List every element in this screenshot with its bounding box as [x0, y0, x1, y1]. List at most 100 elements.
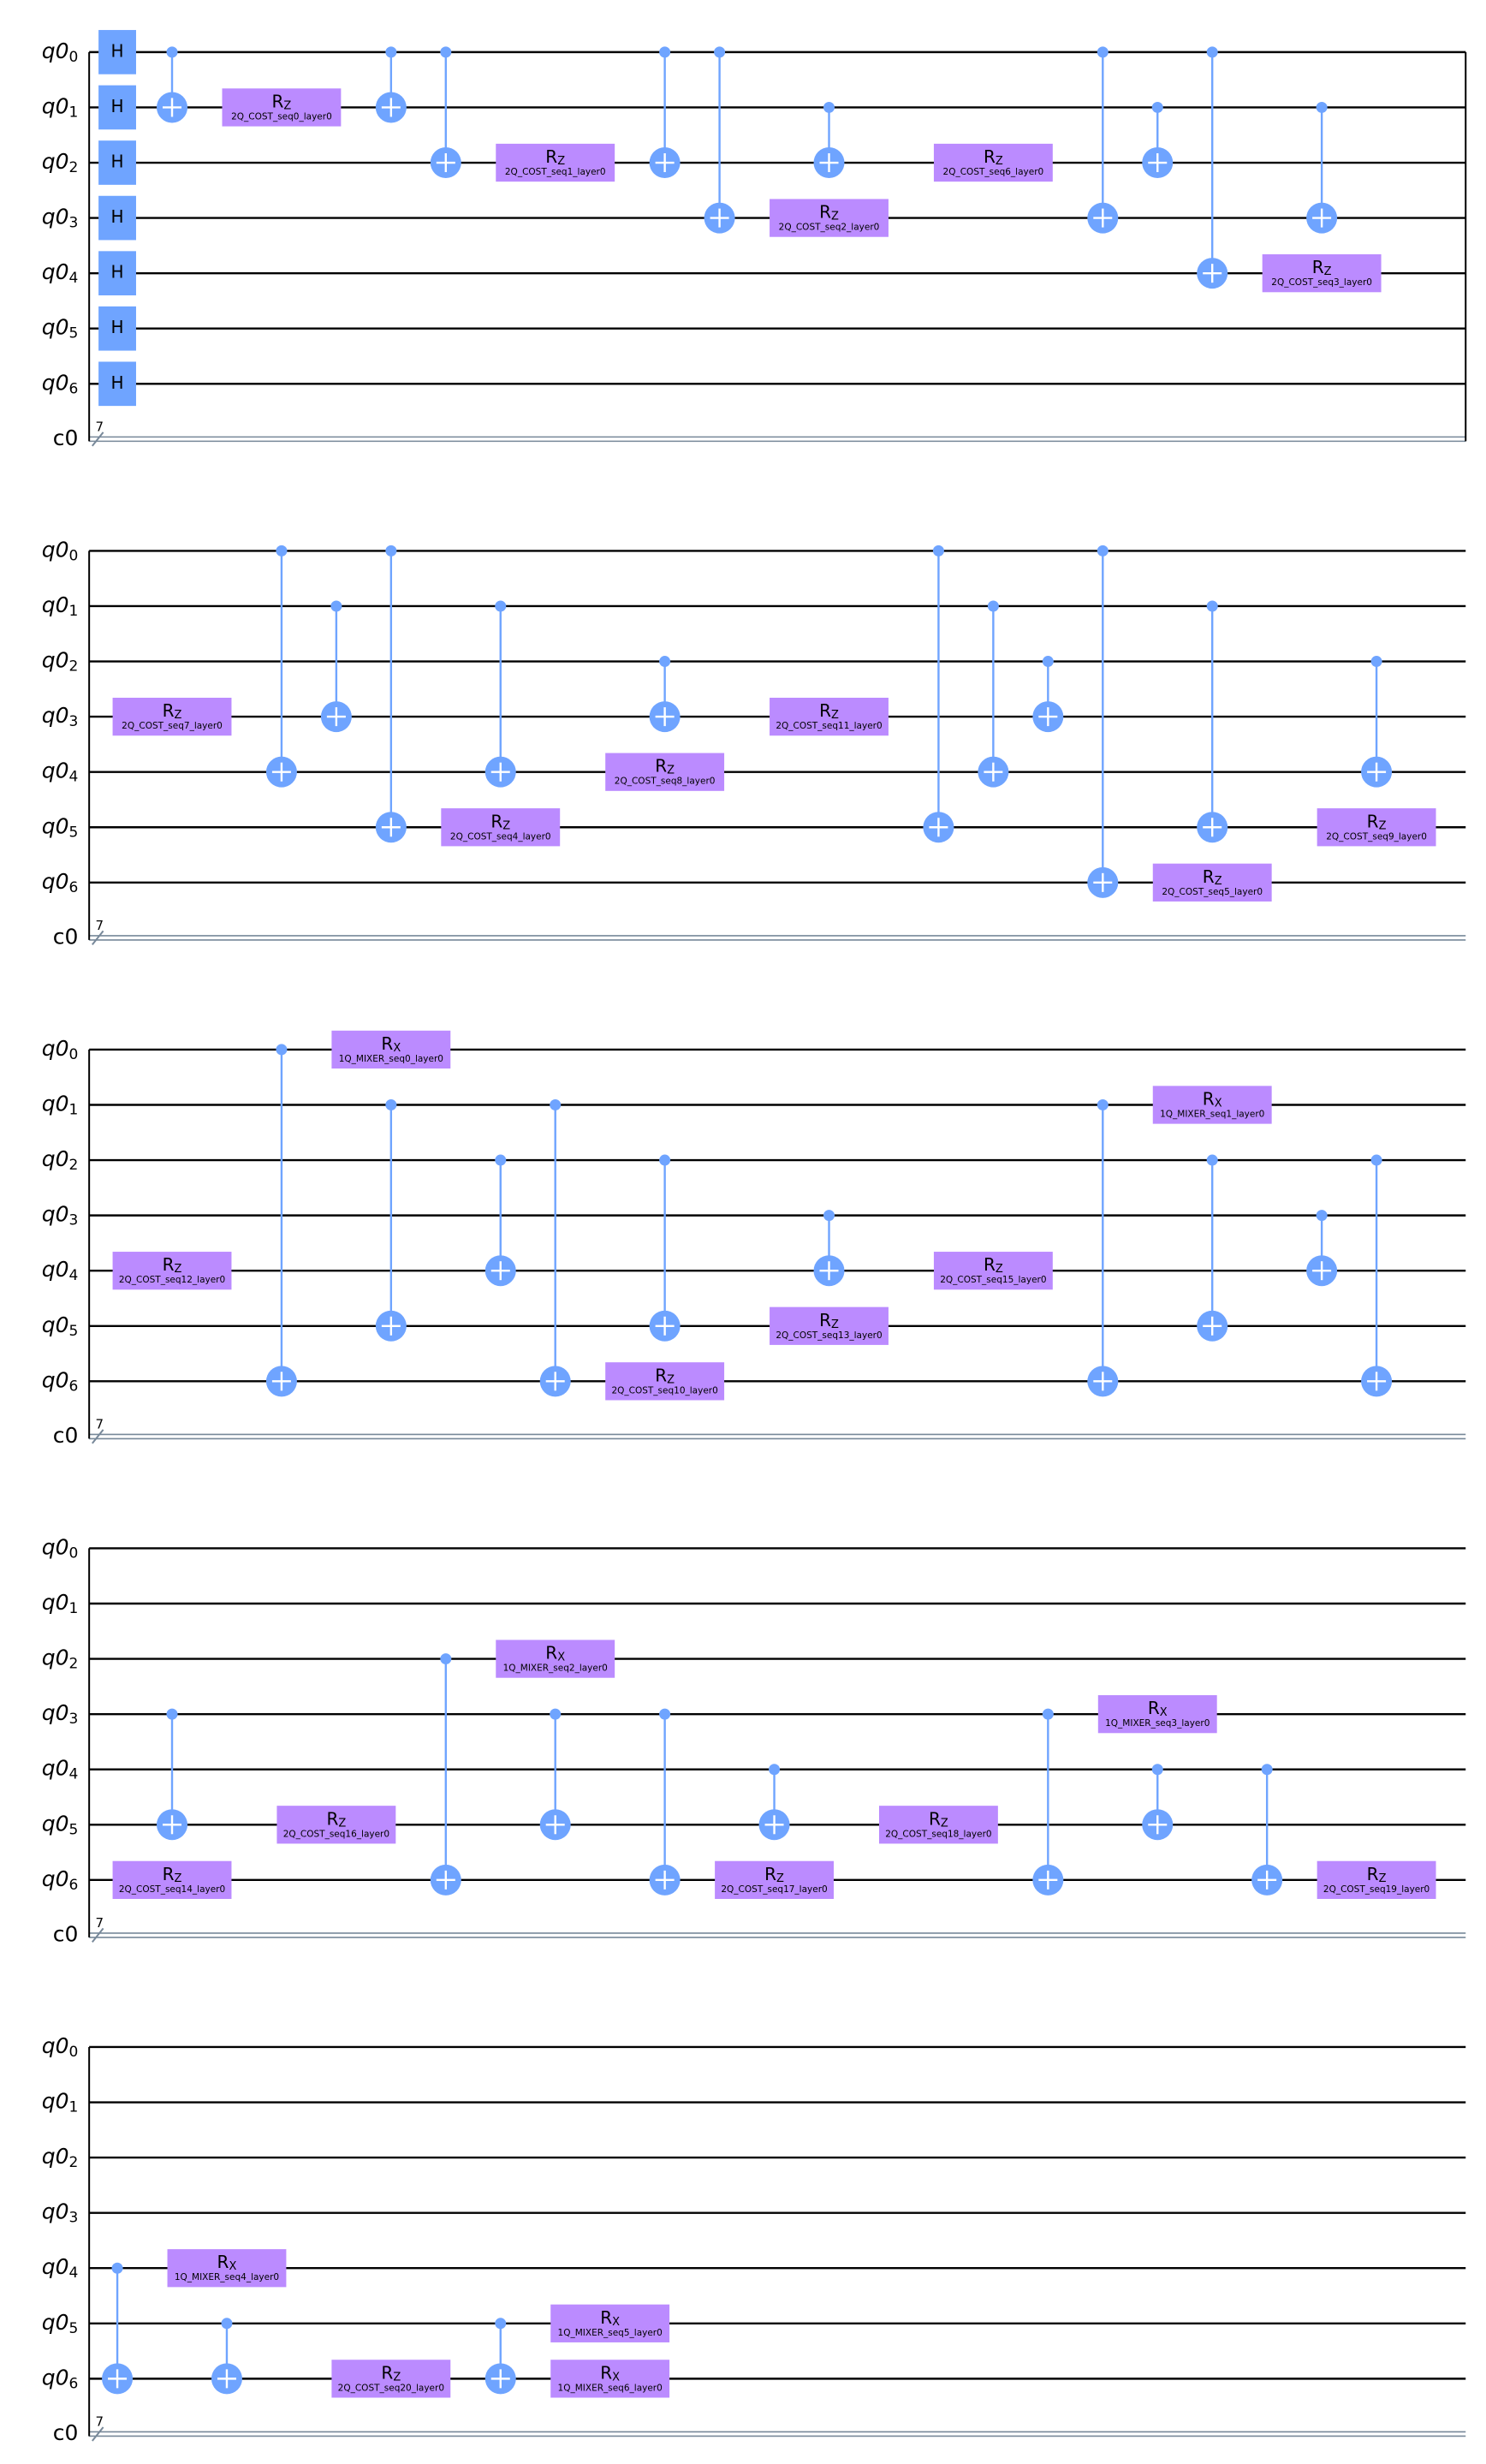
- register-name: q0: [42, 2199, 69, 2224]
- gate-label: H: [111, 96, 124, 116]
- wire-label: q03: [42, 2199, 79, 2227]
- cx-control: [330, 600, 342, 612]
- gate-axis: Z: [283, 99, 291, 112]
- register-name: q0: [42, 1811, 69, 1836]
- wire-label: q04: [42, 759, 79, 786]
- gate-label: RZ: [1203, 866, 1222, 887]
- gate-name: R: [984, 1254, 996, 1275]
- cx-control: [1206, 600, 1218, 612]
- wire-label: q00: [42, 537, 79, 564]
- qubit-index: 3: [69, 215, 79, 232]
- cx-control: [550, 1708, 562, 1720]
- gate-label: RX: [1148, 1698, 1168, 1719]
- cx-control: [1316, 101, 1328, 113]
- wire-label: q03: [42, 205, 79, 232]
- register-name: q0: [42, 93, 69, 118]
- qubit-index: 1: [69, 603, 79, 620]
- rotation-gate: [112, 1860, 232, 1899]
- gate-axis: Z: [776, 1872, 784, 1884]
- register-name: q0: [42, 1202, 69, 1227]
- qubit-index: 5: [69, 325, 79, 342]
- wire-label: q04: [42, 2254, 79, 2282]
- cx-control: [1206, 1154, 1218, 1166]
- register-name: q0: [42, 1646, 69, 1670]
- bus-size: 7: [95, 2413, 104, 2429]
- qubit-index: 3: [69, 1711, 79, 1728]
- qubit-index: 1: [69, 1101, 79, 1118]
- gate-name: R: [545, 146, 557, 167]
- rotation-gate: [1152, 863, 1272, 902]
- wire-label: c0: [53, 1921, 79, 1946]
- gate-axis: Z: [175, 709, 182, 722]
- wire-label: q02: [42, 2144, 79, 2171]
- gate-axis: Z: [1215, 874, 1222, 887]
- qubit-index: 2: [69, 1656, 79, 1673]
- wire-label: q06: [42, 2365, 79, 2392]
- register-name: q0: [42, 2310, 69, 2335]
- gate-param: 2Q_COST_seq2_layer0: [779, 223, 880, 233]
- gate-axis: Z: [557, 155, 565, 168]
- qubit-index: 2: [69, 1157, 79, 1174]
- qubit-index: 6: [69, 380, 79, 397]
- wire-label: q00: [42, 2033, 79, 2061]
- cx-control: [987, 600, 999, 612]
- qubit-index: 0: [69, 49, 79, 66]
- register-name: q0: [42, 1257, 69, 1282]
- gate-label: RZ: [819, 1309, 839, 1330]
- wire-label: q05: [42, 1312, 79, 1340]
- rotation-gate: [331, 1030, 451, 1069]
- gate-param: 2Q_COST_seq4_layer0: [450, 831, 551, 842]
- cx-control: [1151, 101, 1163, 113]
- gate-param: 2Q_COST_seq0_layer0: [231, 111, 332, 122]
- gate-param: 2Q_COST_seq13_layer0: [776, 1330, 882, 1341]
- gate-axis: X: [1215, 1097, 1222, 1110]
- circuit-section: q00q01q02q03q04q05q067c0HHHHHHHRZ2Q_COST…: [42, 30, 1467, 450]
- gate-label: RZ: [490, 811, 510, 832]
- qubit-index: 4: [69, 1766, 79, 1783]
- circuit-section: q00q01q02q03q04q05q067c0RX1Q_MIXER_seq4_…: [42, 2033, 1466, 2445]
- register-name: q0: [42, 315, 69, 340]
- gate-label: H: [111, 206, 124, 227]
- gate-name: R: [326, 1808, 338, 1829]
- gate-name: R: [163, 700, 175, 721]
- bus-size: 7: [95, 1416, 104, 1431]
- gate-axis: Z: [1379, 819, 1387, 832]
- cx-control: [1370, 1154, 1382, 1166]
- h-gate: [98, 30, 136, 74]
- cx-control: [495, 2318, 507, 2330]
- register-name: q0: [42, 1756, 69, 1781]
- h-gate: [98, 140, 136, 185]
- gate-axis: X: [612, 2371, 620, 2384]
- gate-axis: Z: [667, 1373, 675, 1386]
- cx-control: [495, 600, 507, 612]
- gate-param: 2Q_COST_seq5_layer0: [1162, 887, 1263, 897]
- cx-control: [659, 1154, 671, 1166]
- qubit-index: 5: [69, 824, 79, 841]
- gate-axis: Z: [831, 709, 839, 722]
- register-name: q0: [42, 2254, 69, 2279]
- wire-label: q06: [42, 1866, 79, 1894]
- wire-label: q04: [42, 1756, 79, 1783]
- qubit-index: 1: [69, 2099, 79, 2116]
- gate-param: 1Q_MIXER_seq5_layer0: [558, 2328, 663, 2338]
- gate-name: R: [819, 1309, 831, 1330]
- gate-label: RZ: [545, 146, 565, 168]
- rotation-gate: [878, 1806, 998, 1844]
- cx-control: [659, 656, 671, 668]
- cx-control: [385, 46, 397, 58]
- cx-control: [714, 46, 726, 58]
- wire-label: c0: [53, 426, 79, 450]
- qubit-index: 5: [69, 1821, 79, 1838]
- gate-name: R: [819, 201, 831, 222]
- gate-param: 1Q_MIXER_seq2_layer0: [503, 1663, 608, 1674]
- register-name: q0: [42, 1367, 69, 1392]
- rotation-gate: [605, 753, 725, 791]
- cx-control: [1370, 656, 1382, 668]
- gate-name: R: [1203, 866, 1215, 886]
- gate-name: R: [1367, 811, 1379, 831]
- gate-param: 2Q_COST_seq14_layer0: [119, 1884, 225, 1895]
- wire-label: q01: [42, 93, 79, 121]
- rotation-gate: [1097, 1695, 1217, 1734]
- cx-control: [166, 1708, 178, 1720]
- rotation-gate: [1152, 1086, 1272, 1124]
